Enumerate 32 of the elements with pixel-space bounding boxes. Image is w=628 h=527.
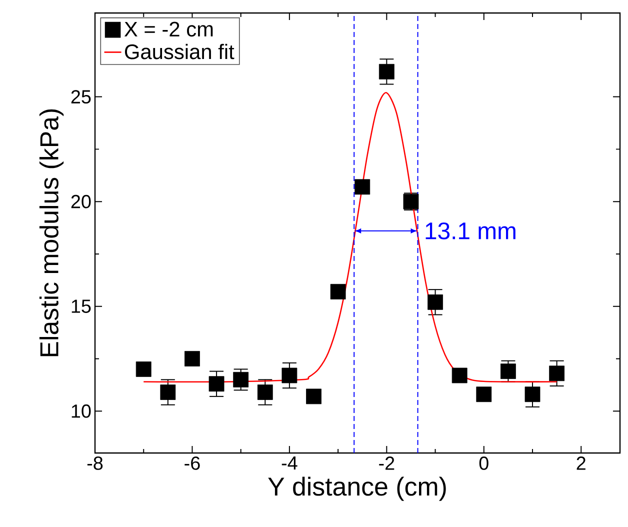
x-tick-label: -2 — [379, 456, 394, 470]
y-tick-label: 25 — [71, 90, 91, 104]
x-tick-label: -6 — [184, 456, 200, 470]
point — [306, 388, 322, 404]
point — [136, 361, 152, 377]
point — [476, 386, 492, 402]
point — [233, 372, 249, 388]
point — [184, 351, 200, 366]
y-tick-label: 15 — [72, 300, 91, 313]
point — [428, 294, 443, 310]
point — [354, 179, 370, 195]
point — [257, 384, 273, 400]
legend-label: X = -2 cm — [124, 22, 213, 37]
point — [452, 368, 468, 384]
point — [160, 384, 176, 400]
point — [330, 284, 346, 300]
x-tick-label: 0 — [479, 456, 488, 470]
point — [524, 386, 540, 402]
y-tick-label: 20 — [71, 194, 91, 208]
x-axis-title: Y distance (cm) — [268, 476, 446, 501]
point — [378, 64, 394, 80]
x-tick-label: -8 — [87, 456, 103, 470]
y-tick-label: 10 — [72, 404, 91, 418]
x-tick-label: 2 — [576, 456, 586, 470]
x-tick-label: -4 — [282, 456, 298, 470]
point — [549, 366, 565, 382]
point — [500, 364, 516, 379]
legend-label: Gaussian fit — [124, 44, 234, 60]
point — [282, 368, 298, 384]
y-axis-title: Elastic modulus (kPa) — [39, 109, 64, 356]
point — [208, 376, 224, 392]
annotation: 13.1 mm — [426, 222, 516, 240]
